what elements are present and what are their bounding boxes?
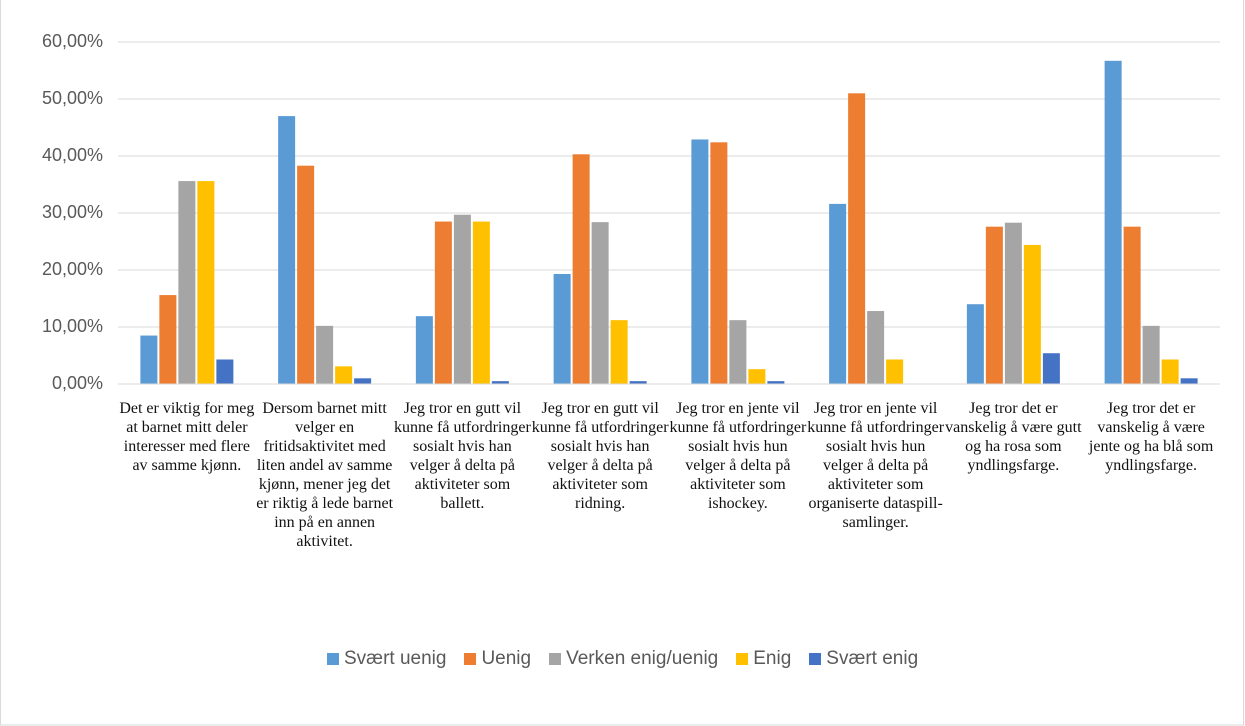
bar: [178, 181, 196, 384]
legend-swatch: [809, 653, 822, 665]
legend-swatch: [464, 653, 477, 665]
bar: [354, 378, 372, 384]
bar: [415, 316, 433, 384]
bar: [197, 181, 215, 384]
y-tick-label: 20,00%: [42, 259, 103, 279]
bar: [159, 295, 177, 384]
bar: [767, 381, 785, 384]
y-tick-label: 40,00%: [42, 145, 103, 165]
y-tick-label: 60,00%: [42, 31, 103, 51]
bar: [1104, 60, 1122, 385]
x-tick-label: Jeg tror en gutt vil kunne få utfordring…: [531, 400, 669, 512]
bar: [1042, 353, 1060, 384]
bar: [434, 221, 452, 384]
bar: [1123, 226, 1141, 384]
x-tick-label: Dersom barnet mitt velger en fritidsakti…: [256, 400, 394, 550]
legend-label: Svært enig: [826, 648, 919, 669]
bar: [629, 381, 647, 384]
bar: [491, 381, 509, 384]
legend-swatch: [736, 653, 749, 665]
x-tick-label: Jeg tror det er vanskelig å være gutt og…: [945, 400, 1082, 474]
bar: [472, 221, 490, 384]
x-tick-label: Jeg tror en jente vil kunne få utfordrin…: [807, 400, 945, 531]
y-tick-label: 50,00%: [42, 88, 103, 108]
bar: [1023, 244, 1041, 384]
legend: Svært uenig Uenig Verken enig/uenig Enig Svæ…: [327, 648, 918, 670]
legend-item: Svært uenig: [327, 648, 446, 670]
legend-item: Verken enig/uenig: [549, 648, 718, 670]
bar: [1161, 359, 1179, 384]
legend-label: Svært uenig: [344, 648, 447, 669]
legend-swatch: [549, 653, 562, 665]
x-tick-label: Jeg tror det er vanskelig å være jente o…: [1088, 400, 1214, 474]
bar: [591, 222, 609, 384]
y-tick-label: 0,00%: [52, 373, 103, 393]
bar: [216, 359, 234, 384]
legend-item: Svært enig: [809, 648, 918, 670]
legend-label: Verken enig/uenig: [566, 648, 719, 669]
bar: [1142, 325, 1160, 384]
bar: [1180, 378, 1198, 384]
legend-item: Uenig: [464, 648, 531, 670]
bar: [985, 226, 1003, 384]
bar: [691, 139, 709, 384]
bar: [553, 273, 571, 384]
bar: [710, 142, 728, 384]
bar: [1004, 222, 1022, 384]
bar: [335, 366, 353, 384]
bar: [886, 359, 904, 384]
bar: [278, 116, 296, 384]
bar: [316, 325, 334, 384]
y-tick-label: 30,00%: [42, 202, 103, 222]
bar: [729, 320, 747, 384]
bar: [829, 203, 847, 384]
bar: [297, 165, 315, 384]
x-tick-label: Jeg tror en gutt vil kunne få utfordring…: [393, 400, 531, 512]
y-tick-label: 10,00%: [42, 316, 103, 336]
bar: [848, 93, 866, 385]
bar: [140, 335, 158, 384]
bar: [453, 214, 471, 384]
legend-swatch: [327, 653, 339, 665]
x-tick-label: Jeg tror en jente vil kunne få utfordrin…: [669, 400, 807, 512]
bar: [610, 320, 628, 384]
bar: [572, 154, 590, 384]
bar: [966, 304, 984, 384]
legend-label: Enig: [753, 648, 792, 669]
legend-label: Uenig: [481, 648, 532, 669]
bar: [748, 369, 766, 384]
x-tick-label: Det er viktig for meg at barnet mitt del…: [119, 400, 255, 474]
bar: [867, 311, 885, 384]
legend-item: Enig: [736, 648, 791, 670]
